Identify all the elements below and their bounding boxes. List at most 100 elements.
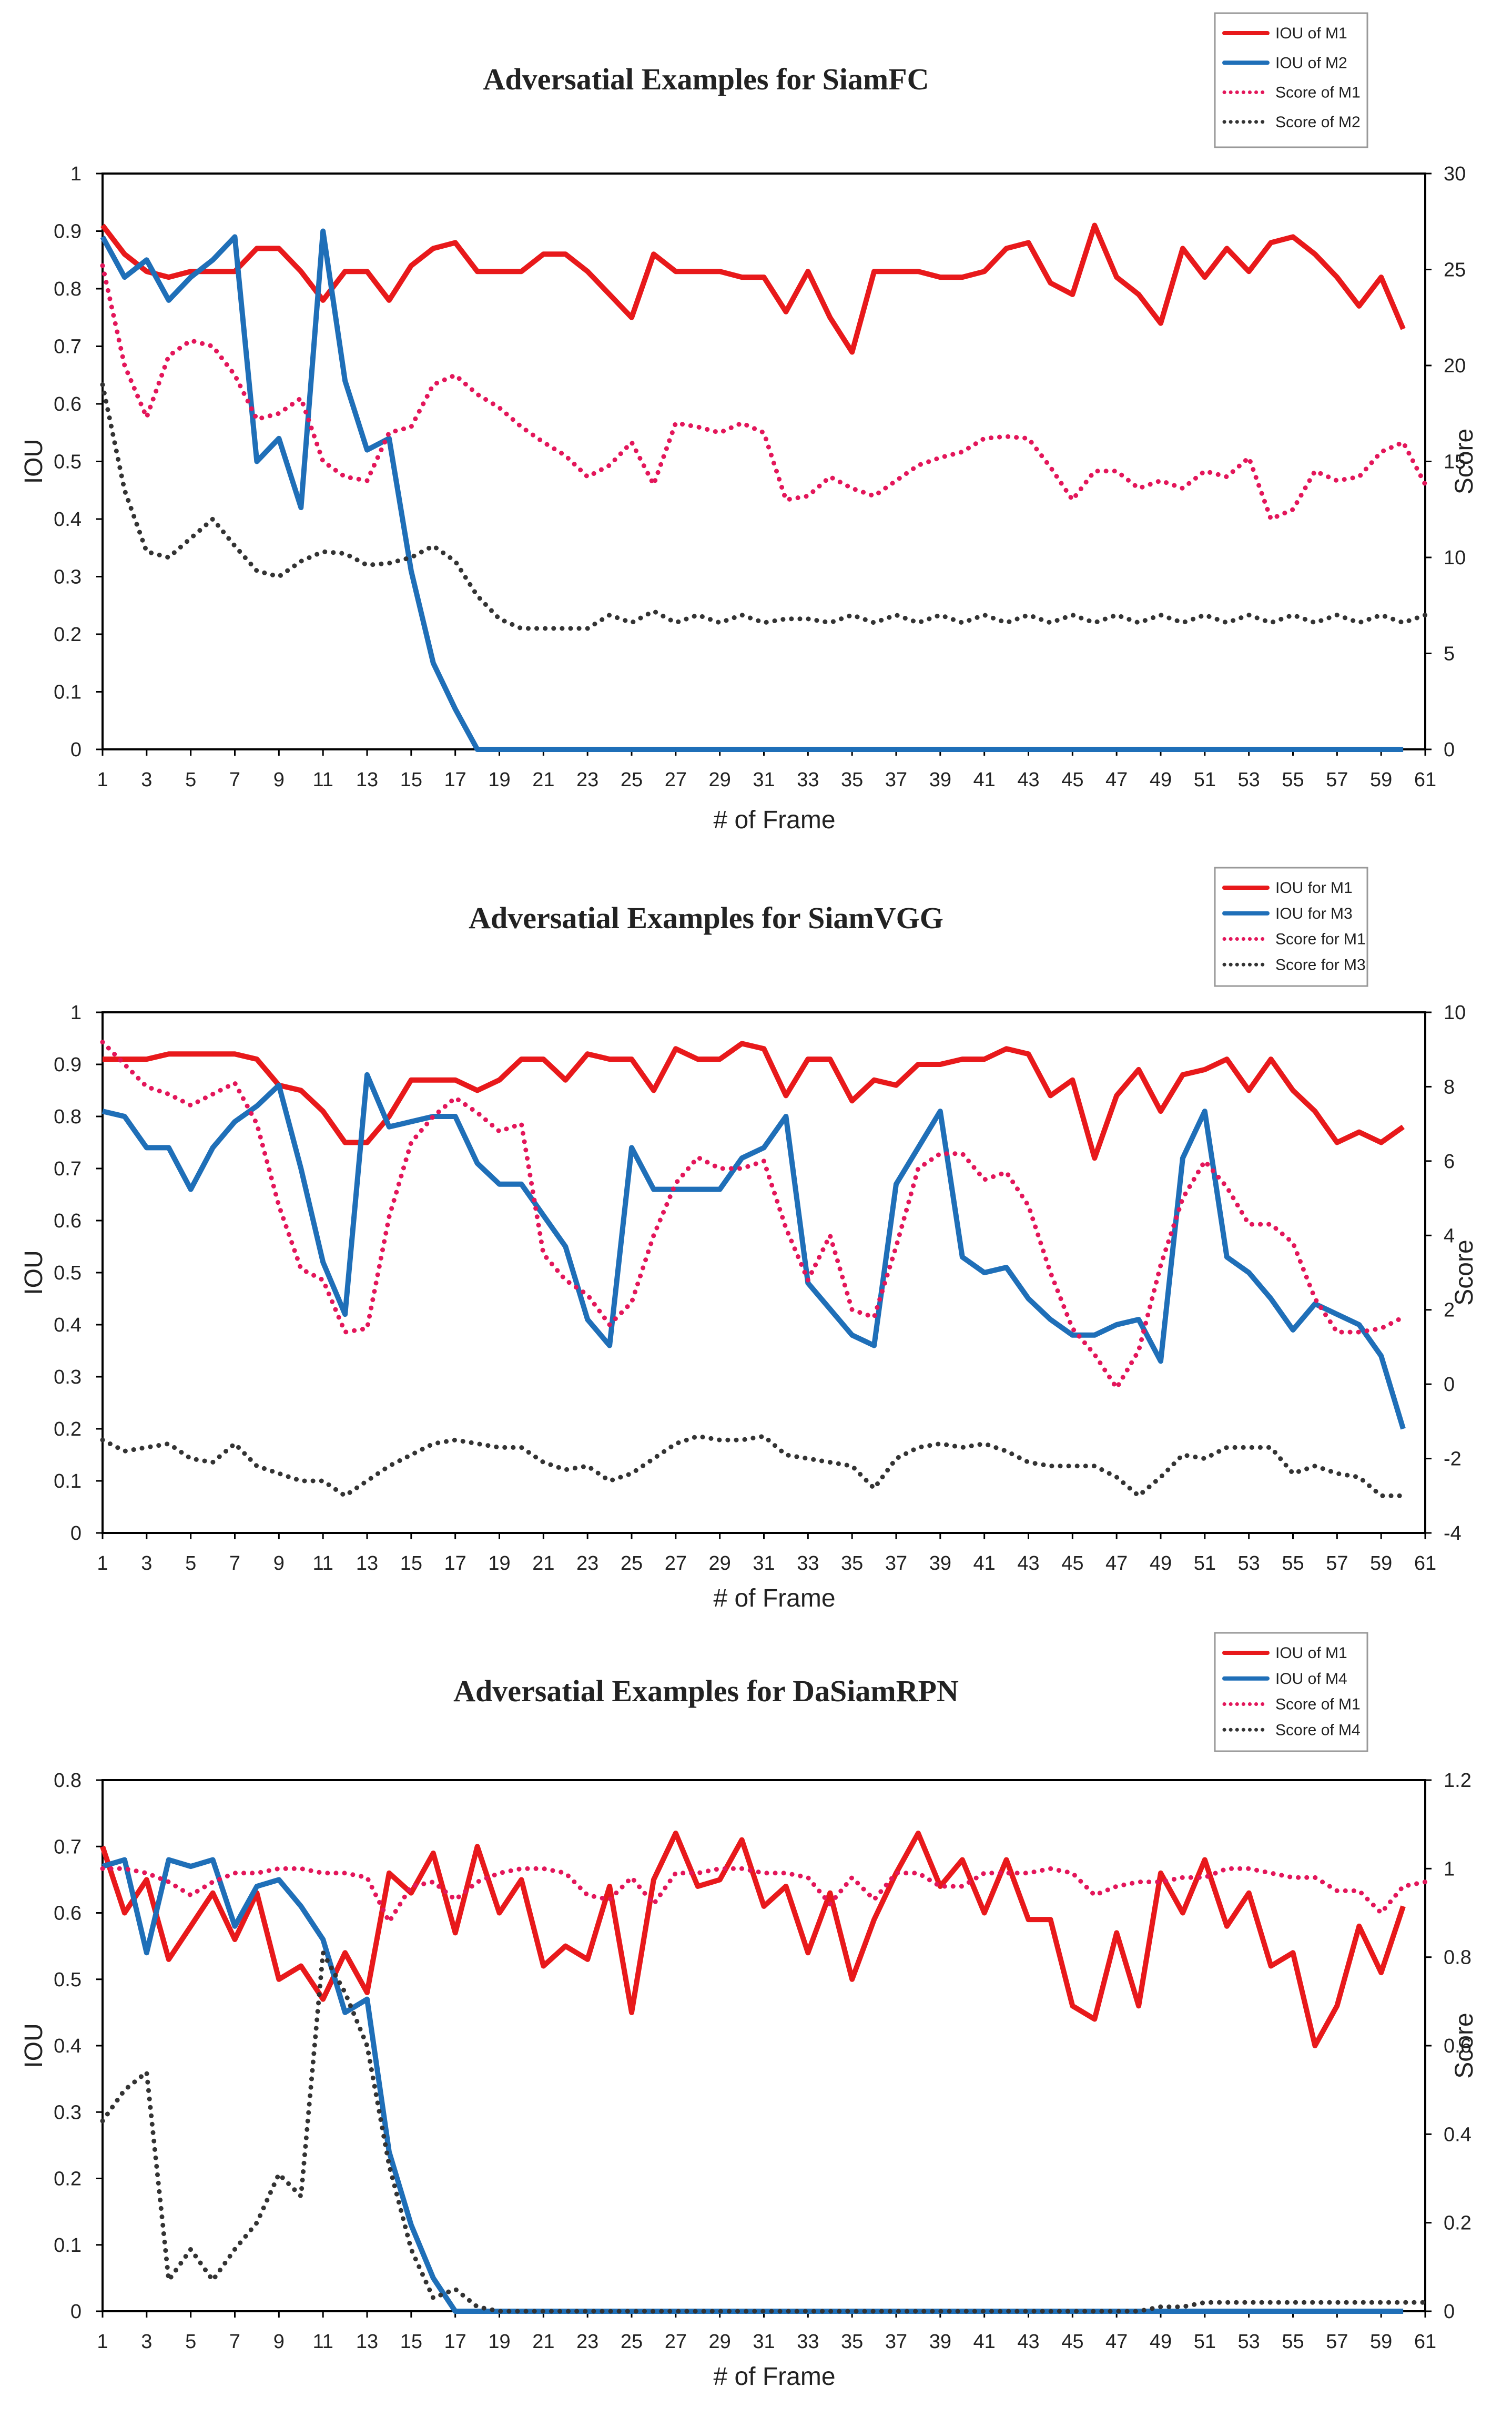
y-tick-label: 0.4 — [54, 2035, 82, 2057]
data-point — [168, 1958, 169, 1960]
data-point — [874, 495, 875, 497]
data-point — [1050, 1272, 1051, 1274]
x-tick-label: 9 — [273, 2331, 285, 2353]
y-tick-label: 0.9 — [54, 1054, 82, 1076]
data-point — [1403, 622, 1404, 624]
data-point — [874, 1345, 875, 1346]
data-point — [300, 1868, 302, 1870]
data-point — [344, 1992, 346, 1994]
series-line-1 — [100, 222, 1406, 355]
data-point — [212, 1881, 214, 1883]
data-point — [256, 2222, 258, 2223]
data-point — [499, 2311, 500, 2312]
legend: IOU for M1 IOU for M3 Score for M1 Score fo… — [1214, 867, 1368, 987]
data-point — [1160, 480, 1162, 482]
data-point — [102, 384, 104, 385]
data-point — [961, 2311, 963, 2312]
data-point — [939, 2311, 941, 2312]
y-tick-label: 0 — [70, 739, 82, 761]
data-point — [697, 1872, 698, 1874]
data-point — [410, 1121, 412, 1122]
data-point — [1028, 1053, 1029, 1055]
chart-title: Adversatial Examples for SiamFC — [483, 62, 929, 96]
data-point — [102, 236, 104, 238]
x-tick-label: 37 — [885, 2331, 907, 2353]
data-point — [322, 1872, 324, 1874]
data-point — [146, 1447, 147, 1448]
data-point — [1182, 1074, 1183, 1075]
data-point — [1358, 1131, 1360, 1133]
data-point — [146, 271, 147, 272]
data-point — [1160, 1872, 1162, 1874]
data-point — [961, 1153, 963, 1154]
data-point — [1006, 749, 1007, 750]
y-tick-label: 0.5 — [54, 1969, 82, 1991]
data-point — [521, 271, 522, 272]
data-point — [939, 614, 941, 616]
data-point — [565, 455, 566, 456]
data-point — [1425, 2302, 1426, 2303]
data-point — [653, 1903, 654, 1905]
data-point — [697, 271, 698, 272]
data-point — [785, 311, 787, 312]
data-point — [256, 1465, 258, 1467]
data-point — [212, 519, 214, 520]
data-point — [102, 1059, 104, 1060]
data-point — [1138, 1495, 1140, 1497]
x-tick-label: 29 — [709, 1552, 731, 1574]
data-point — [983, 1912, 985, 1914]
data-point — [1160, 1360, 1162, 1362]
data-point — [1248, 1090, 1250, 1091]
data-point — [124, 1859, 125, 1861]
data-point — [983, 614, 985, 616]
x-tick-label: 9 — [273, 1552, 285, 1574]
data-point — [367, 1074, 368, 1075]
data-point — [1138, 1350, 1140, 1352]
data-point — [256, 570, 258, 572]
data-point — [543, 1253, 544, 1255]
data-point — [476, 1112, 478, 1113]
data-point — [763, 1905, 765, 1907]
x-tick-label: 27 — [665, 1552, 687, 1574]
data-point — [234, 1925, 236, 1927]
data-point — [1336, 277, 1338, 278]
y-tick-label: 0.7 — [54, 336, 82, 358]
data-point — [1028, 1298, 1029, 1299]
data-point — [587, 628, 588, 629]
data-point — [983, 1059, 985, 1060]
x-tick-label: 29 — [709, 769, 731, 791]
data-point — [851, 614, 853, 616]
data-point — [719, 1188, 721, 1190]
plot-frame — [102, 1779, 1426, 2312]
data-point — [190, 1866, 191, 1867]
data-point — [851, 1877, 853, 1878]
data-point — [1248, 457, 1250, 459]
x-tick-label: 49 — [1150, 1552, 1172, 1574]
y2-tick-label: 15 — [1444, 451, 1466, 473]
data-point — [1094, 1157, 1095, 1159]
data-point — [1226, 1868, 1227, 1870]
data-point — [1182, 1912, 1183, 1914]
data-point — [1204, 614, 1205, 616]
data-point — [146, 1086, 147, 1088]
data-point — [1336, 1142, 1338, 1143]
data-point — [344, 1872, 346, 1874]
data-point — [543, 1215, 544, 1216]
data-point — [322, 1952, 324, 1954]
data-point — [1116, 614, 1118, 616]
data-point — [1292, 2302, 1294, 2303]
data-point — [1138, 1881, 1140, 1883]
data-point — [631, 622, 633, 624]
y-tick-label: 1 — [70, 163, 82, 185]
data-point — [388, 1921, 390, 1923]
data-point — [1381, 749, 1382, 750]
x-tick-label: 41 — [973, 2331, 996, 2353]
y-tick-label: 0 — [70, 1522, 82, 1545]
y2-axis-label: Score — [1450, 2013, 1478, 2078]
data-point — [983, 1272, 985, 1274]
data-point — [300, 1480, 302, 1482]
data-point — [190, 1894, 191, 1896]
data-point — [454, 708, 456, 710]
data-point — [1160, 749, 1162, 750]
data-point — [719, 1439, 721, 1441]
